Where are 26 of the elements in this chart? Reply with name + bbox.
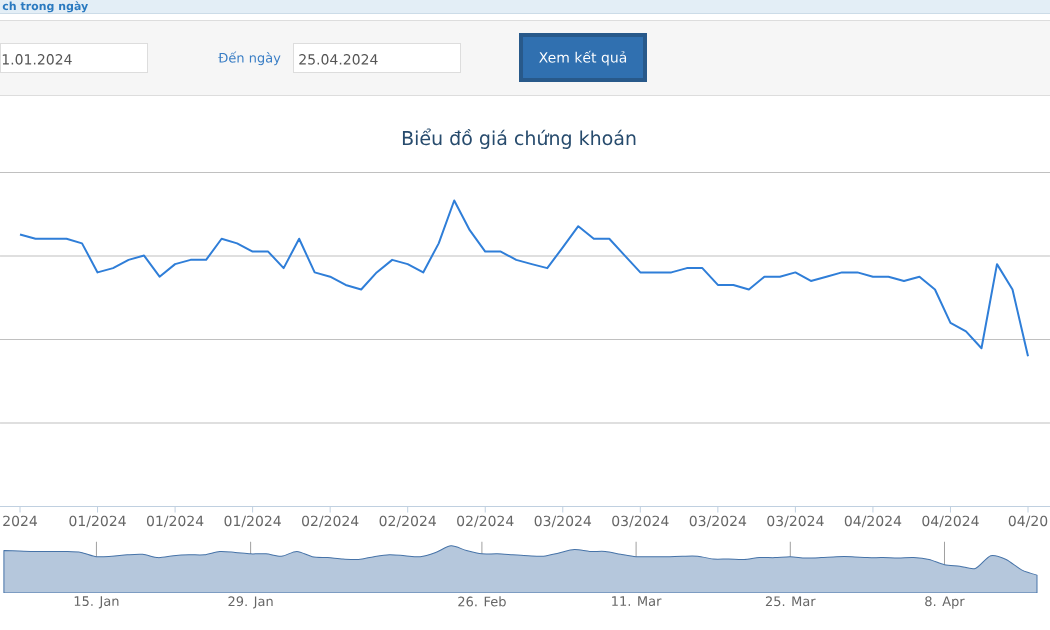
chart-title: Biểu đồ giá chứng khoán xyxy=(402,128,636,149)
x-tick-label: 02/2024 xyxy=(457,515,514,528)
x-tick-label: 04/2024 xyxy=(844,515,902,528)
x-tick-label: 02/2024 xyxy=(302,515,359,528)
x-tick-label: 15. Jan xyxy=(74,596,119,609)
x-tick-label: 26. Feb xyxy=(458,596,506,607)
x-tick-label: 04/20 xyxy=(1008,515,1048,528)
text: Xem kết quả xyxy=(539,50,627,66)
x-tick-label: 02/2024 xyxy=(379,515,436,528)
x-tick-label: 04/2024 xyxy=(922,515,979,528)
x-tick-label: 03/2024 xyxy=(689,515,747,528)
text: Đến ngày xyxy=(218,51,281,66)
x-tick-label: 03/2024 xyxy=(534,515,592,528)
x-tick-label: 03/2024 xyxy=(612,515,669,528)
x-tick-label: 25. Mar xyxy=(765,596,816,607)
x-tick-label: 8. Apr xyxy=(925,596,965,609)
x-tick-label: 29. Jan xyxy=(228,596,273,609)
text: 25.04.2024 xyxy=(299,54,378,65)
text: 1.01.2024 xyxy=(2,54,72,65)
x-tick-label: 11. Mar xyxy=(612,596,662,607)
x-tick-label: 03/2024 xyxy=(767,515,824,528)
x-tick-label: 2024 xyxy=(3,515,38,527)
x-tick-label: 01/2024 xyxy=(69,515,126,528)
text: ch trong ngày xyxy=(2,1,88,13)
x-tick-label: 01/2024 xyxy=(224,515,281,528)
x-tick-label: 01/2024 xyxy=(146,515,204,528)
